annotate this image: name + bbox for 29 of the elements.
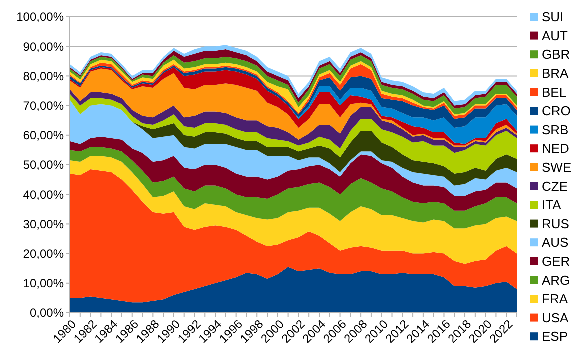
legend-label: CRO (542, 104, 571, 119)
legend-label: NED (542, 141, 570, 156)
legend-label: ITA (542, 198, 562, 213)
legend-label: GBR (542, 47, 570, 62)
y-tick-label: 40,00% (23, 188, 64, 202)
legend-label: ESP (542, 329, 568, 344)
legend-label: USA (542, 310, 570, 326)
legend-label: AUT (542, 28, 568, 44)
legend-label: FRA (542, 292, 568, 307)
y-tick-label: 90,00% (23, 40, 64, 54)
y-tick-label: 100,00% (16, 10, 64, 24)
legend-label: GER (542, 254, 570, 269)
legend-label: SRB (542, 122, 569, 138)
y-tick-label: 30,00% (23, 217, 64, 232)
y-tick-label: 50,00% (23, 158, 64, 172)
y-tick-label: 10,00% (23, 276, 64, 291)
legend-label: ARG (542, 272, 570, 288)
y-tick-label: 60,00% (23, 128, 64, 143)
y-tick-label: 70,00% (23, 99, 64, 113)
legend-label: SUI (542, 10, 564, 25)
legend-label: AUS (542, 235, 570, 250)
legend-label: RUS (542, 216, 570, 232)
y-tick-label: 0,00% (30, 306, 64, 320)
legend-label: CZE (542, 178, 568, 194)
y-tick-label: 80,00% (23, 69, 64, 84)
legend-label: BRA (542, 66, 570, 81)
legend-label: BEL (542, 84, 567, 100)
y-tick-label: 20,00% (23, 247, 64, 261)
legend-label: SWE (542, 160, 572, 175)
